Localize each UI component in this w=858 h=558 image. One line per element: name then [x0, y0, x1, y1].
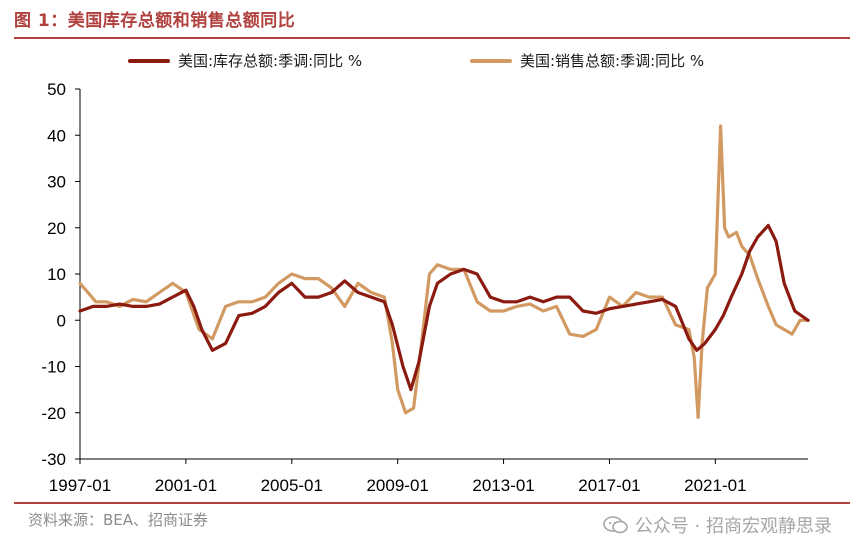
footer-rule [14, 502, 850, 504]
legend: 美国:库存总额:季调:同比 % 美国:销售总额:季调:同比 % [0, 50, 858, 74]
series-line-sales [78, 124, 810, 419]
series-line-inventory [78, 223, 810, 392]
line-chart: -30 -20 -10 0 10 20 30 40 50 1997-01 2001-01 2005-0… [41, 80, 810, 495]
watermark: 公众号 · 招商宏观静思录 [603, 512, 832, 538]
x-tick-label: 2005-01 [261, 476, 323, 495]
x-tick-label: 2001-01 [155, 476, 217, 495]
x-tick-label: 2009-01 [366, 476, 428, 495]
y-tick-label: -30 [41, 450, 66, 469]
wechat-icon [603, 516, 628, 534]
title-rule [14, 37, 850, 39]
y-tick-label: 20 [47, 219, 66, 238]
legend-item-inventory: 美国:库存总额:季调:同比 % [128, 50, 362, 71]
legend-swatch-inventory [128, 58, 170, 63]
y-tick-label: 40 [47, 126, 66, 145]
figure-title: 图 1：美国库存总额和销售总额同比 [14, 11, 296, 31]
y-tick-label: 30 [47, 173, 66, 192]
x-tick-label: 1997-01 [49, 476, 111, 495]
y-tick-label: -20 [41, 404, 66, 423]
y-tick-label: 50 [47, 80, 66, 99]
y-tick-label: -10 [41, 358, 66, 377]
y-tick-label: 0 [57, 311, 66, 330]
legend-label-sales: 美国:销售总额:季调:同比 % [520, 52, 705, 70]
legend-swatch-sales [470, 58, 512, 63]
source-note: 资料来源：BEA、招商证券 [28, 511, 209, 529]
watermark-text: 公众号 · 招商宏观静思录 [634, 516, 832, 537]
legend-item-sales: 美国:销售总额:季调:同比 % [470, 50, 704, 71]
x-tick-label: 2021-01 [684, 476, 746, 495]
legend-label-inventory: 美国:库存总额:季调:同比 % [178, 52, 363, 70]
y-tick-label: 10 [47, 265, 66, 284]
x-tick-label: 2013-01 [472, 476, 534, 495]
x-tick-label: 2017-01 [578, 476, 640, 495]
